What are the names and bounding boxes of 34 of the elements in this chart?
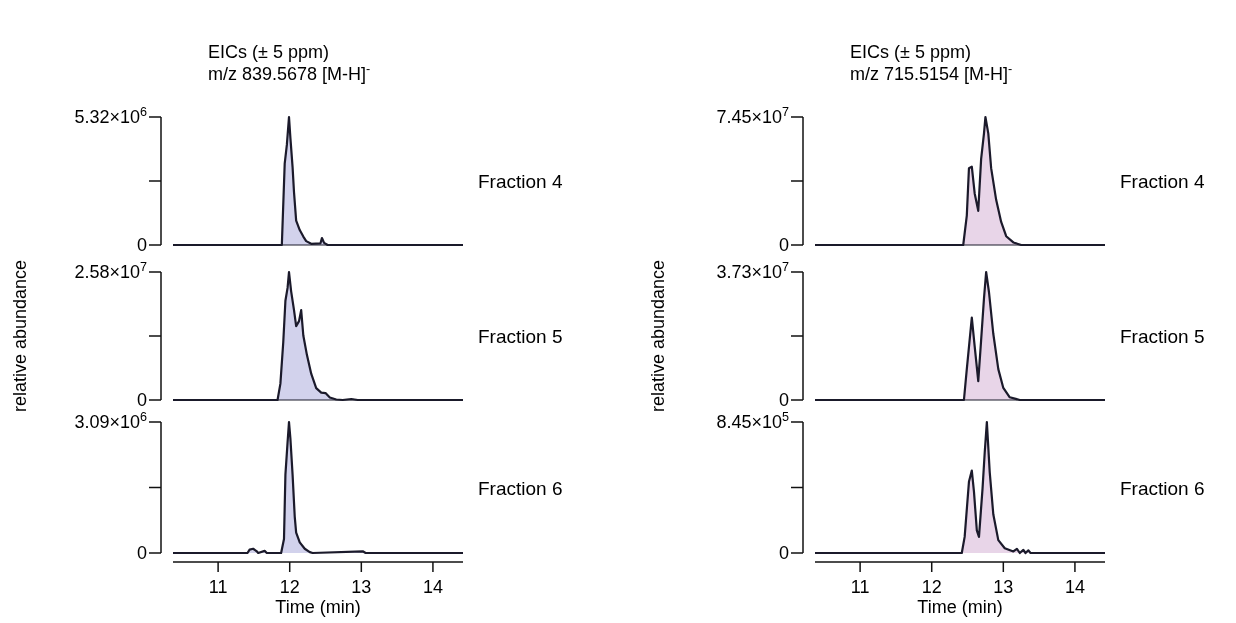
text: Fraction 6 [1120, 477, 1205, 499]
y-axis-title: relative abundance [10, 259, 30, 413]
y-tick-label: 0 [136, 235, 147, 255]
y-tick-label: 2.58×10$^{7}$ [74, 260, 147, 282]
x-tick-label: 12 [921, 577, 942, 597]
y-tick-label: 0 [136, 390, 147, 410]
y-tick-label: 0 [778, 235, 789, 255]
x-tick-label: 11 [208, 577, 228, 597]
x-tick-label: 12 [279, 577, 300, 597]
x-axis-title: Time (min) [275, 597, 361, 617]
y-tick-label: 5.32×10$^{6}$ [74, 105, 147, 127]
chart-subtitle: m/z 715.5154 [M-H]$^{-}$ [850, 62, 1013, 84]
y-tick-label: 0 [778, 390, 789, 410]
chart-title: EICs (± 5 ppm) [208, 42, 329, 62]
x-tick-label: 13 [351, 577, 372, 597]
chart-subtitle: m/z 839.5678 [M-H]$^{-}$ [208, 62, 371, 84]
text: Fraction 4 [1120, 171, 1205, 192]
y-tick-label: 0 [778, 543, 789, 563]
y-axis-title: relative abundance [648, 259, 668, 413]
x-tick-label: 14 [422, 577, 443, 597]
y-tick-label: 0 [136, 543, 147, 563]
y-tick-label: 7.45×10$^{7}$ [716, 105, 789, 127]
y-tick-label: 3.09×10$^{6}$ [74, 410, 147, 432]
text: Fraction 4 [478, 171, 563, 192]
text: Fraction 6 [478, 477, 563, 499]
x-tick-label: 13 [993, 577, 1014, 597]
chart-title: EICs (± 5 ppm) [850, 42, 971, 62]
y-tick-label: 8.45×10$^{5}$ [716, 410, 789, 432]
x-tick-label: 11 [850, 577, 870, 597]
x-tick-label: 14 [1064, 577, 1085, 597]
x-axis-title: Time (min) [917, 597, 1003, 617]
y-tick-label: 3.73×10$^{7}$ [716, 260, 789, 282]
text: Fraction 5 [478, 326, 563, 347]
text: Fraction 5 [1120, 326, 1205, 347]
